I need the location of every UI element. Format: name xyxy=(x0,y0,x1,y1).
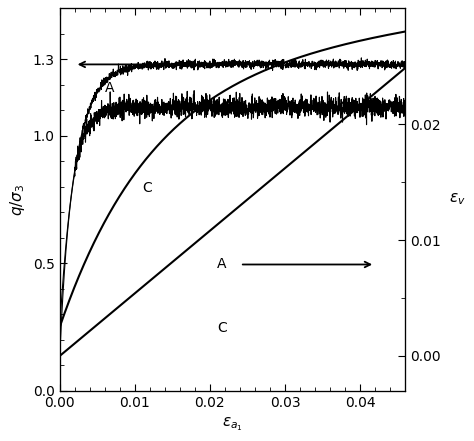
Text: A: A xyxy=(218,257,227,271)
Text: A: A xyxy=(105,82,114,95)
Text: C: C xyxy=(142,181,152,195)
Y-axis label: $q/\sigma_3$: $q/\sigma_3$ xyxy=(9,183,27,216)
Text: C: C xyxy=(218,321,227,335)
X-axis label: $\epsilon_{a_1}$: $\epsilon_{a_1}$ xyxy=(222,415,243,433)
Y-axis label: $\epsilon_v$: $\epsilon_v$ xyxy=(449,192,465,207)
